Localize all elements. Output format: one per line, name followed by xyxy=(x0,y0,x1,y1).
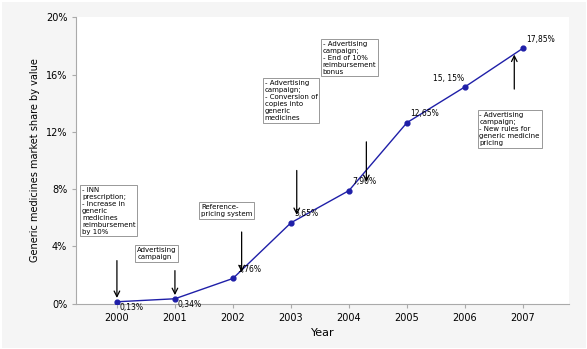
Point xyxy=(170,296,180,302)
Point xyxy=(112,299,122,305)
Point xyxy=(228,276,238,281)
Text: Advertising
campaign: Advertising campaign xyxy=(137,247,177,260)
Text: Reference-
pricing system: Reference- pricing system xyxy=(201,204,252,217)
Text: - INN
prescription;
- Increase in
generic
medicines
reimbursement
by 10%: - INN prescription; - Increase in generi… xyxy=(82,187,136,235)
Text: - Advertising
campaign;
- Conversion of
copies into
generic
medicines: - Advertising campaign; - Conversion of … xyxy=(265,80,318,121)
Point xyxy=(286,220,296,225)
Text: 12,65%: 12,65% xyxy=(410,109,439,118)
Text: - Advertising
campaign;
- New rules for
generic medicine
pricing: - Advertising campaign; - New rules for … xyxy=(480,112,540,146)
Text: 7,90%: 7,90% xyxy=(352,177,376,186)
Text: - Advertising
campaign;
- End of 10%
reimbursement
bonus: - Advertising campaign; - End of 10% rei… xyxy=(323,40,376,75)
Text: 0,13%: 0,13% xyxy=(120,303,144,312)
X-axis label: Year: Year xyxy=(311,328,335,338)
Text: 5,65%: 5,65% xyxy=(295,209,319,218)
Text: 15, 15%: 15, 15% xyxy=(433,74,464,83)
Text: 0,34%: 0,34% xyxy=(178,300,202,309)
Y-axis label: Generic medicines market share by value: Generic medicines market share by value xyxy=(30,59,41,262)
Point xyxy=(402,120,411,125)
Text: 17,85%: 17,85% xyxy=(527,35,555,44)
Point xyxy=(460,84,470,90)
Point xyxy=(344,188,353,193)
Text: 1,76%: 1,76% xyxy=(238,265,262,274)
Point xyxy=(518,45,528,51)
